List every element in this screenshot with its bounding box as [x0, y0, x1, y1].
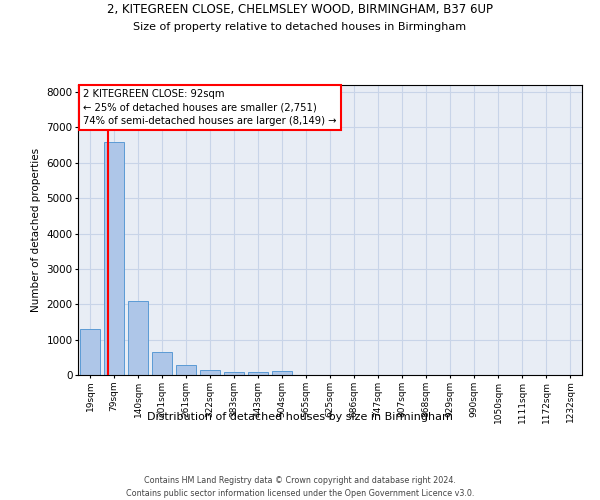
Bar: [80, 329, 100, 375]
Bar: [248, 372, 268, 375]
Text: Distribution of detached houses by size in Birmingham: Distribution of detached houses by size …: [147, 412, 453, 422]
Text: 2 KITEGREEN CLOSE: 92sqm
← 25% of detached houses are smaller (2,751)
74% of sem: 2 KITEGREEN CLOSE: 92sqm ← 25% of detach…: [83, 90, 337, 126]
Bar: [272, 371, 292, 375]
Y-axis label: Number of detached properties: Number of detached properties: [31, 148, 41, 312]
Bar: [224, 372, 244, 375]
Text: 2, KITEGREEN CLOSE, CHELMSLEY WOOD, BIRMINGHAM, B37 6UP: 2, KITEGREEN CLOSE, CHELMSLEY WOOD, BIRM…: [107, 2, 493, 16]
Bar: [200, 370, 220, 375]
Bar: [152, 352, 172, 375]
Bar: [128, 302, 148, 375]
Bar: [104, 142, 124, 375]
Bar: [176, 364, 196, 375]
Text: Contains HM Land Registry data © Crown copyright and database right 2024.
Contai: Contains HM Land Registry data © Crown c…: [126, 476, 474, 498]
Text: Size of property relative to detached houses in Birmingham: Size of property relative to detached ho…: [133, 22, 467, 32]
